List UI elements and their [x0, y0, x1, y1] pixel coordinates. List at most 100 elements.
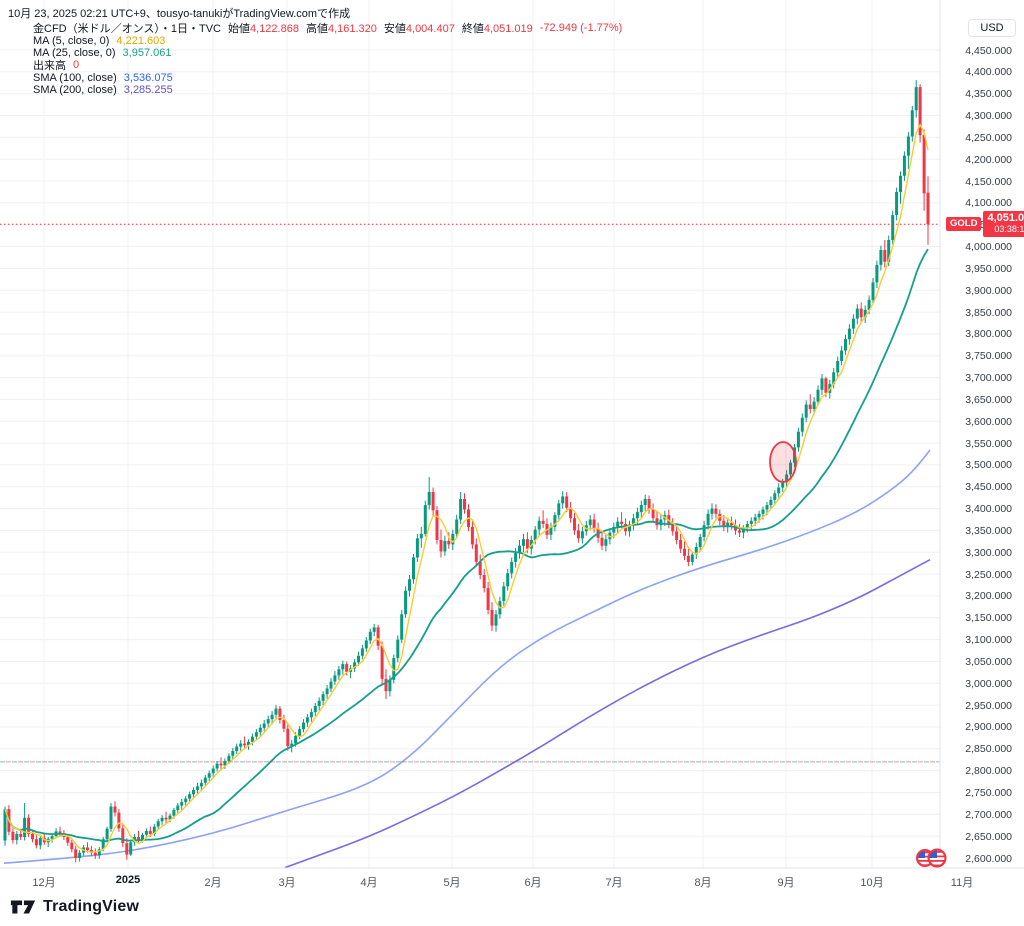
bar-countdown: 03:38:18	[994, 224, 1024, 235]
indicator-label: MA (5, close, 0)	[33, 34, 110, 47]
tradingview-logo[interactable]: TradingView	[10, 896, 139, 918]
legend-indicator-row[interactable]: MA (5, close, 0) 4,221.603	[33, 34, 622, 47]
price-axis-tick: 2,650.000	[965, 830, 1012, 843]
price-axis-tick: 3,450.000	[965, 481, 1012, 494]
ohlc-value: 4,051.019	[483, 23, 533, 36]
time-axis-tick: 2025	[115, 874, 141, 886]
sma200-line[interactable]	[284, 558, 931, 869]
price-axis-tick: 3,900.000	[965, 284, 1012, 297]
price-axis-tick: 3,850.000	[965, 306, 1012, 319]
price-axis-tick: 4,100.000	[965, 197, 1012, 210]
ma25-line[interactable]	[4, 248, 929, 843]
symbol-title[interactable]: 金CFD（米ドル／オンス）・1日・TVC	[33, 23, 222, 36]
time-axis-tick: 7月	[605, 877, 623, 889]
ohlc-label: 安値	[383, 23, 406, 36]
price-axis-tick: 3,300.000	[965, 546, 1012, 559]
last-price-box: 4,051.019 03:38:18	[983, 211, 1024, 238]
currency-button[interactable]: USD	[968, 19, 1016, 37]
price-axis-tick: 4,200.000	[965, 153, 1012, 166]
price-axis-tick: 3,750.000	[965, 350, 1012, 363]
last-price-label: GOLD 4,051.019 03:38:18	[946, 211, 1024, 238]
price-axis-tick: 3,950.000	[965, 262, 1012, 275]
price-axis-tick: 2,600.000	[965, 852, 1012, 865]
price-axis-tick: 3,100.000	[965, 634, 1012, 647]
price-axis[interactable]: USD 4,450.000 4,400.000 4,350.000 4,300.000…	[940, 0, 1024, 868]
legend-indicator-row[interactable]: SMA (200, close) 3,285.255	[33, 84, 622, 96]
time-axis-tick: 9月	[777, 877, 795, 889]
price-axis-tick: 4,400.000	[965, 66, 1012, 79]
legend: 金CFD（米ドル／オンス）・1日・TVC 始値4,122.868 高値4,161.…	[33, 22, 622, 96]
time-axis-tick: 2月	[204, 877, 222, 889]
legend-indicator-row[interactable]: 出来高 0	[33, 59, 622, 73]
ohlc-label: 始値	[228, 23, 251, 36]
time-axis-tick: 6月	[524, 877, 542, 889]
price-axis-tick: 3,700.000	[965, 372, 1012, 385]
grid-layer	[0, 0, 940, 868]
indicator-value: 4,221.603	[116, 34, 166, 47]
price-axis-tick: 3,150.000	[965, 612, 1012, 625]
price-axis-tick: 3,050.000	[965, 655, 1012, 668]
flag-sticker[interactable]	[916, 848, 947, 868]
attribution-line: 10月 23, 2025 02:21 UTC+9、tousyo-tanukiがT…	[8, 8, 351, 20]
ohlc-label: 終値	[461, 23, 484, 36]
candlestick-series[interactable]	[3, 80, 930, 863]
sma100-line[interactable]	[3, 449, 931, 864]
legend-indicator-row[interactable]: SMA (100, close) 3,536.075	[33, 72, 622, 84]
time-axis-tick: 4月	[360, 877, 378, 889]
ohlc-value: 4,122.868	[250, 23, 299, 36]
price-axis-tick: 3,200.000	[965, 590, 1012, 603]
legend-title-row[interactable]: 金CFD（米ドル／オンス）・1日・TVC 始値4,122.868 高値4,161.…	[33, 20, 623, 36]
time-axis[interactable]: 12月 2025 2月 3月 4月 5月 6月 7月 8月 9月 10月 11月	[0, 868, 1024, 894]
time-axis-tick: 5月	[443, 877, 461, 889]
change-value: -72.949 (-1.77%)	[539, 22, 623, 35]
time-axis-tick: 3月	[278, 877, 296, 889]
price-axis-tick: 2,700.000	[965, 808, 1012, 821]
indicator-label: SMA (200, close)	[33, 84, 117, 97]
indicator-value: 0	[73, 59, 80, 72]
last-price: 4,051.019	[987, 212, 1024, 225]
indicator-label: 出来高	[33, 60, 66, 73]
price-axis-tick: 3,500.000	[965, 459, 1012, 472]
price-axis-tick: 4,300.000	[965, 110, 1012, 122]
ellipse-annotation[interactable]	[769, 441, 797, 483]
indicator-value: 3,536.075	[123, 71, 173, 84]
ohlc-value: 4,004.407	[405, 23, 455, 36]
ma5-line[interactable]	[4, 123, 929, 853]
price-axis-tick: 3,350.000	[965, 524, 1012, 537]
price-axis-tick: 4,150.000	[965, 175, 1012, 188]
indicator-value: 3,957.061	[122, 46, 172, 59]
price-axis-tick: 4,250.000	[965, 131, 1012, 144]
price-axis-tick: 2,750.000	[965, 786, 1012, 799]
price-axis-tick: 3,600.000	[965, 415, 1012, 428]
tradingview-wordmark: TradingView	[43, 898, 140, 915]
indicator-label: SMA (100, close)	[33, 71, 117, 84]
price-axis-tick: 2,900.000	[965, 721, 1012, 734]
tradingview-mark-icon	[10, 900, 36, 914]
price-axis-tick: 2,850.000	[965, 743, 1012, 756]
time-axis-tick: 12月	[32, 877, 56, 889]
legend-indicator-rows: MA (5, close, 0) 4,221.603 MA (25, close, …	[33, 34, 622, 97]
time-axis-tick: 8月	[694, 877, 712, 889]
price-axis-tick: 3,250.000	[965, 568, 1012, 581]
price-axis-tick: 2,950.000	[965, 699, 1012, 712]
price-axis-tick: 3,000.000	[965, 677, 1012, 690]
price-axis-tick: 4,000.000	[965, 241, 1012, 254]
price-axis-tick: 3,800.000	[965, 328, 1012, 341]
ohlc-label: 高値	[305, 23, 328, 36]
time-axis-tick: 10月	[860, 877, 884, 889]
time-axis-tick: 11月	[950, 877, 974, 889]
symbol-chip: GOLD	[946, 217, 982, 232]
price-axis-tick: 2,800.000	[965, 765, 1012, 778]
price-axis-tick: 4,350.000	[965, 88, 1012, 101]
price-axis-tick: 3,650.000	[965, 393, 1012, 406]
price-axis-tick: 4,450.000	[965, 44, 1012, 57]
price-axis-tick: 3,400.000	[965, 503, 1012, 516]
ohlc-value: 4,161.320	[327, 23, 377, 36]
ohlc-values: 始値4,122.868 高値4,161.320 安値4,004.407 終値4,051…	[221, 20, 533, 36]
legend-indicator-row[interactable]: MA (25, close, 0) 3,957.061	[33, 47, 622, 59]
indicator-value: 3,285.255	[123, 84, 173, 97]
indicator-label: MA (25, close, 0)	[33, 46, 116, 59]
price-axis-tick: 3,550.000	[965, 437, 1012, 450]
